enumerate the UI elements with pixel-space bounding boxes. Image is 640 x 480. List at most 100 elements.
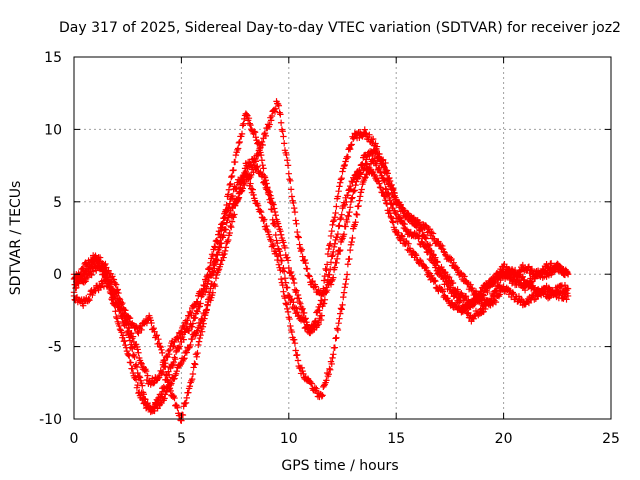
data-point xyxy=(376,184,384,191)
data-point xyxy=(373,157,381,165)
data-point xyxy=(284,305,291,313)
data-point xyxy=(341,161,349,169)
data-point xyxy=(334,230,342,238)
data-point xyxy=(196,334,204,342)
data-point xyxy=(369,135,377,143)
data-point xyxy=(202,307,210,314)
data-point xyxy=(211,243,218,250)
data-point xyxy=(252,134,260,141)
data-point xyxy=(277,275,285,283)
data-point xyxy=(162,371,170,378)
data-point xyxy=(496,291,503,298)
data-point xyxy=(247,121,254,129)
data-point xyxy=(140,391,148,398)
data-point xyxy=(261,172,268,180)
data-point xyxy=(467,281,474,288)
data-point xyxy=(231,158,239,166)
data-point xyxy=(148,319,155,327)
data-point xyxy=(288,295,296,303)
data-point xyxy=(353,211,361,219)
data-point xyxy=(346,182,354,190)
data-point xyxy=(203,306,210,313)
data-point xyxy=(382,185,389,192)
data-point xyxy=(221,214,228,222)
data-point xyxy=(116,301,124,308)
data-point xyxy=(214,251,221,258)
data-point xyxy=(330,218,337,225)
data-point xyxy=(335,223,342,230)
data-point xyxy=(347,241,355,248)
data-point xyxy=(284,308,292,316)
data-point xyxy=(176,343,184,350)
data-point xyxy=(234,195,242,203)
data-point xyxy=(196,303,204,310)
data-point xyxy=(361,174,368,182)
data-point xyxy=(342,158,349,165)
data-point xyxy=(248,185,255,192)
data-point xyxy=(284,162,292,169)
data-point xyxy=(224,205,232,212)
data-point xyxy=(386,174,393,182)
data-point xyxy=(229,192,236,200)
data-point xyxy=(541,268,548,275)
data-point xyxy=(274,239,281,247)
data-point xyxy=(267,117,275,124)
data-point xyxy=(363,156,370,163)
data-point xyxy=(80,302,87,309)
data-point xyxy=(226,181,233,189)
data-point xyxy=(252,158,260,165)
data-point xyxy=(150,324,157,332)
data-point xyxy=(88,271,95,279)
x-tick-label: 15 xyxy=(387,431,405,447)
data-point xyxy=(361,126,368,133)
data-point xyxy=(343,218,351,226)
data-point xyxy=(379,189,387,196)
data-point xyxy=(241,115,248,123)
data-point xyxy=(215,267,222,274)
data-point xyxy=(194,349,201,357)
data-point xyxy=(177,361,184,368)
data-point xyxy=(355,202,362,210)
data-point xyxy=(301,256,309,264)
data-point xyxy=(429,230,437,237)
data-point xyxy=(107,278,115,285)
data-point xyxy=(384,189,391,197)
data-point xyxy=(422,234,429,242)
data-point xyxy=(199,288,207,295)
data-point xyxy=(114,294,121,302)
data-point xyxy=(160,363,167,371)
data-point xyxy=(333,259,340,267)
data-point xyxy=(327,259,335,266)
data-point xyxy=(207,285,214,292)
data-point xyxy=(272,105,279,112)
data-point xyxy=(284,157,291,164)
data-point xyxy=(339,168,346,175)
data-point xyxy=(563,296,570,303)
data-point xyxy=(412,250,419,258)
data-point xyxy=(98,265,105,273)
data-point xyxy=(221,213,229,221)
data-point xyxy=(336,183,343,190)
data-point xyxy=(564,269,571,277)
data-point xyxy=(279,281,286,289)
data-point xyxy=(138,326,145,334)
data-points xyxy=(70,98,572,424)
data-point xyxy=(136,374,144,381)
data-point xyxy=(389,185,397,193)
data-point xyxy=(290,279,298,287)
data-point xyxy=(244,176,252,183)
data-point xyxy=(280,239,287,246)
data-point xyxy=(204,272,211,279)
data-point xyxy=(356,197,363,204)
data-point xyxy=(188,375,196,383)
data-point xyxy=(487,298,494,306)
data-point xyxy=(277,231,285,238)
data-point xyxy=(209,289,217,296)
data-point xyxy=(484,288,491,296)
data-point xyxy=(188,335,196,343)
data-point xyxy=(435,238,442,245)
data-point xyxy=(356,193,364,200)
data-point xyxy=(363,161,371,168)
data-point xyxy=(547,260,555,267)
data-point xyxy=(431,277,438,284)
